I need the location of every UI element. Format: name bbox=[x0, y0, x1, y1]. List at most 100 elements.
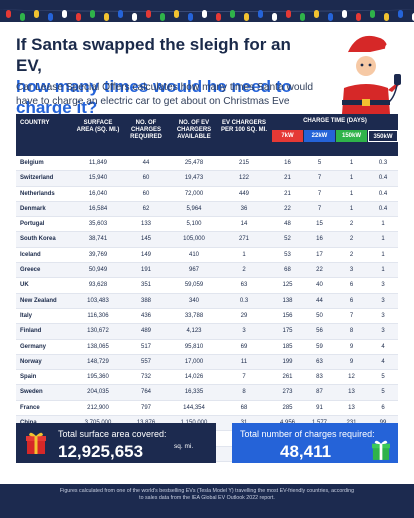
cell-time-350kw: 3 bbox=[381, 297, 385, 304]
light-bulb bbox=[76, 13, 81, 21]
light-bulb bbox=[62, 10, 67, 18]
lights-wire bbox=[0, 6, 414, 12]
light-bulb bbox=[314, 10, 319, 18]
intro-text: Car Lease Special Offers calculates how … bbox=[16, 82, 314, 107]
cell-per-100: 271 bbox=[238, 236, 249, 243]
title-line-2: how many times would he need to charge i… bbox=[16, 77, 292, 117]
cell-time-350kw: 4 bbox=[381, 358, 385, 365]
light-bulb bbox=[160, 13, 165, 21]
speed-22kw: 22kW bbox=[304, 130, 335, 142]
cell-surface: 93,628 bbox=[88, 282, 108, 289]
cell-per-100: 68 bbox=[240, 404, 248, 411]
table-row: Denmark 16,584 62 5,964 36 22 7 1 0.4 bbox=[16, 201, 398, 218]
cell-charges: 44 bbox=[142, 160, 150, 166]
cell-per-100: 14 bbox=[240, 221, 248, 228]
cell-charges: 436 bbox=[140, 312, 151, 319]
cell-per-100: 63 bbox=[240, 282, 248, 289]
cell-time-150kw: 13 bbox=[348, 404, 355, 411]
cell-time-150kw: 12 bbox=[348, 374, 355, 381]
light-bulb bbox=[384, 13, 389, 21]
light-bulb bbox=[398, 10, 403, 18]
cell-time-7kw: 273 bbox=[282, 389, 293, 396]
cell-charges: 145 bbox=[140, 236, 151, 243]
title-line-1: If Santa swapped the sleigh for an EV, bbox=[16, 35, 291, 75]
cell-ev-chargers: 72,000 bbox=[184, 190, 204, 197]
col-charges: NO. OF CHARGES REQUIRED bbox=[130, 120, 162, 140]
table-row: South Korea 38,741 145 105,000 271 52 16 2 1 bbox=[16, 232, 398, 248]
cell-per-100: 1 bbox=[242, 251, 246, 258]
cell-time-22kw: 16 bbox=[316, 236, 323, 243]
table-row: Greece 50,949 191 967 2 68 22 3 1 bbox=[16, 263, 398, 279]
col-per-100: EV CHARGERS PER 100 SQ. MI. bbox=[220, 120, 268, 133]
cell-time-7kw: 156 bbox=[282, 312, 293, 319]
table-row: New Zealand 103,483 388 340 0.3 138 44 6 3 bbox=[16, 293, 398, 309]
light-bulb bbox=[104, 13, 109, 21]
speed-150kw: 150kW bbox=[336, 130, 367, 142]
light-bulb bbox=[146, 10, 151, 18]
cell-time-350kw: 3 bbox=[381, 282, 385, 289]
cell-ev-chargers: 967 bbox=[188, 267, 199, 274]
cell-per-100: 0.3 bbox=[239, 297, 249, 304]
page-title: If Santa swapped the sleigh for an EV, h… bbox=[16, 34, 316, 118]
light-bulb bbox=[286, 10, 291, 18]
cell-surface: 50,949 bbox=[88, 267, 108, 274]
charges-total-panel: Total number of charges required: 48,411 bbox=[232, 423, 398, 463]
cell-time-150kw: 2 bbox=[349, 236, 354, 243]
cell-time-350kw: 1 bbox=[381, 251, 385, 258]
cell-time-350kw: 0.3 bbox=[378, 160, 388, 166]
cell-time-350kw: 0.4 bbox=[378, 190, 388, 197]
col-charge-time: CHARGE TIME (DAYS) bbox=[303, 118, 367, 124]
cell-time-7kw: 199 bbox=[282, 358, 293, 365]
cell-time-22kw: 22 bbox=[316, 267, 323, 274]
table-row: Iceland 39,769 149 410 1 53 17 2 1 bbox=[16, 248, 398, 264]
cell-time-22kw: 44 bbox=[316, 297, 323, 304]
cell-surface: 138,065 bbox=[87, 343, 109, 350]
cell-time-22kw: 7 bbox=[317, 175, 322, 182]
cell-ev-chargers: 59,059 bbox=[184, 282, 204, 289]
cell-time-22kw: 17 bbox=[316, 251, 323, 258]
cell-per-100: 69 bbox=[240, 343, 248, 350]
cell-ev-chargers: 5,100 bbox=[186, 221, 202, 228]
cell-time-7kw: 185 bbox=[282, 343, 293, 350]
cell-per-100: 7 bbox=[242, 374, 246, 381]
cell-charges: 191 bbox=[140, 267, 151, 274]
light-bulb bbox=[356, 13, 361, 21]
light-bulb bbox=[412, 13, 414, 21]
cell-surface: 38,741 bbox=[88, 236, 108, 243]
table-row: UK 93,628 351 59,059 63 125 40 6 3 bbox=[16, 278, 398, 294]
light-bulb bbox=[328, 13, 333, 21]
cell-time-7kw: 21 bbox=[284, 175, 291, 182]
light-bulb bbox=[244, 13, 249, 21]
cell-per-100: 8 bbox=[242, 389, 246, 396]
cell-time-150kw: 1 bbox=[349, 205, 354, 212]
cell-ev-chargers: 25,478 bbox=[184, 160, 204, 166]
cell-time-150kw: 1 bbox=[349, 190, 354, 197]
table-row: Switzerland 15,940 60 19,473 122 21 7 1 0.4 bbox=[16, 171, 398, 187]
cell-surface: 15,940 bbox=[88, 175, 108, 182]
cell-charges: 797 bbox=[140, 404, 151, 411]
cell-time-350kw: 5 bbox=[381, 374, 385, 381]
cell-country: Norway bbox=[20, 358, 42, 365]
cell-country: Denmark bbox=[20, 205, 46, 212]
cell-country: Portugal bbox=[20, 221, 45, 228]
cell-time-350kw: 3 bbox=[381, 328, 385, 335]
cell-ev-chargers: 17,000 bbox=[184, 358, 204, 365]
cell-time-7kw: 52 bbox=[284, 236, 291, 243]
light-bulb bbox=[188, 13, 193, 21]
cell-time-350kw: 1 bbox=[381, 221, 385, 228]
cell-time-7kw: 125 bbox=[282, 282, 293, 289]
surface-total-unit: sq. mi. bbox=[174, 443, 194, 450]
cell-surface: 103,483 bbox=[87, 297, 109, 304]
cell-country: Greece bbox=[20, 267, 41, 274]
cell-time-350kw: 1 bbox=[381, 267, 385, 274]
cell-time-7kw: 16 bbox=[284, 160, 291, 166]
table-row: France 212,900 797 144,354 68 285 91 13 6 bbox=[16, 401, 398, 417]
table-row: Belgium 11,849 44 25,478 215 16 5 1 0.3 bbox=[16, 156, 398, 172]
cell-ev-chargers: 144,354 bbox=[183, 404, 205, 411]
cell-per-100: 3 bbox=[242, 328, 246, 335]
light-bulb bbox=[370, 10, 375, 18]
cell-charges: 60 bbox=[142, 175, 150, 182]
cell-time-22kw: 87 bbox=[316, 389, 323, 396]
speed-7kw: 7kW bbox=[272, 130, 303, 142]
cell-time-7kw: 261 bbox=[282, 374, 293, 381]
